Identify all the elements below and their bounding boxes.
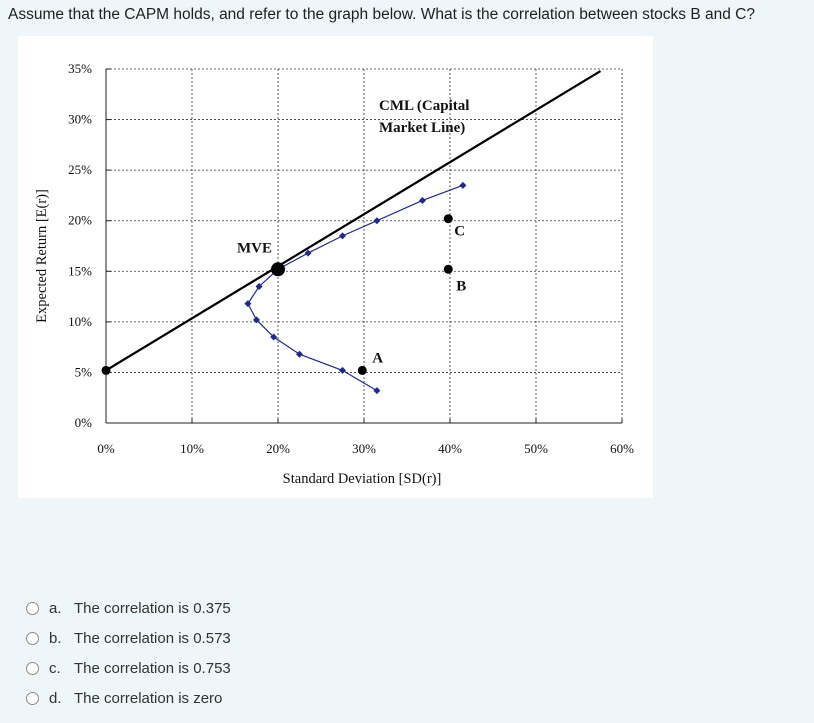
y-tick-label: 35% [68,61,92,76]
point-c [443,214,453,224]
point-mve [271,262,285,277]
option-text: The correlation is 0.573 [74,629,231,647]
frontier-point [304,249,312,257]
option-d[interactable]: d. The correlation is zero [26,683,231,713]
point-risk-free [101,365,111,375]
y-tick-label: 5% [75,364,93,379]
capm-chart: 0% 10% 20% 30% 40% 50% 60% 0% 5% 10% 15% 20% 25% 30% 3… [18,36,653,498]
option-text: The correlation is 0.375 [74,599,231,617]
frontier-line [247,184,464,392]
frontier-point [373,217,381,225]
option-letter: b. [49,629,62,647]
y-tick-label: 20% [68,213,92,228]
x-tick-label: 30% [352,441,376,456]
option-c[interactable]: c. The correlation is 0.753 [26,653,231,683]
y-tick-label: 30% [68,112,92,127]
frontier-point [253,316,260,324]
frontier-point [459,181,467,189]
x-tick-label: 10% [180,441,204,456]
x-tick-label: 50% [524,441,548,456]
frontier-point [373,387,381,395]
frontier-point [244,300,252,308]
y-tick-label: 15% [68,263,92,278]
radio-icon[interactable] [26,691,39,705]
x-tick-label: 60% [610,441,634,456]
radio-icon[interactable] [26,661,39,675]
chart-svg: 0% 10% 20% 30% 40% 50% 60% 0% 5% 10% 15% 20% 25% 30% 3… [34,61,634,487]
cml-line [105,70,602,372]
frontier-point [296,350,303,358]
option-letter: a. [49,599,62,617]
x-axis-title: Standard Deviation [SD(r)] [283,471,442,487]
option-text: The correlation is zero [74,689,223,707]
cml-label: Market Line) [379,120,465,136]
x-tick-label: 40% [438,441,462,456]
y-tick-label: 10% [68,314,92,329]
point-label-c: C [454,224,465,240]
point-b [443,264,453,274]
answer-options: a. The correlation is 0.375 b. The corre… [26,593,231,713]
radio-icon[interactable] [26,601,39,615]
x-tick-label: 20% [266,441,290,456]
y-axis-title: Expected Return [E(r)] [34,189,50,323]
radio-icon[interactable] [26,631,39,645]
frontier-point [339,366,346,374]
point-a [357,365,367,375]
frontier-point [255,282,263,290]
frontier-point [418,196,426,204]
y-tick-label: 0% [75,415,93,430]
option-text: The correlation is 0.753 [74,659,231,677]
point-label-b: B [456,278,466,294]
x-tick-label: 0% [97,441,115,456]
option-a[interactable]: a. The correlation is 0.375 [26,593,231,623]
question-text: Assume that the CAPM holds, and refer to… [8,6,755,23]
frontier-point [339,232,346,240]
option-letter: d. [49,689,62,707]
cml-label: CML (Capital [379,98,469,114]
point-label-a: A [372,350,383,366]
option-letter: c. [49,659,61,677]
point-label-mve: MVE [237,240,272,256]
y-tick-label: 25% [68,162,92,177]
frontier-point [270,333,278,341]
option-b[interactable]: b. The correlation is 0.573 [26,623,231,653]
